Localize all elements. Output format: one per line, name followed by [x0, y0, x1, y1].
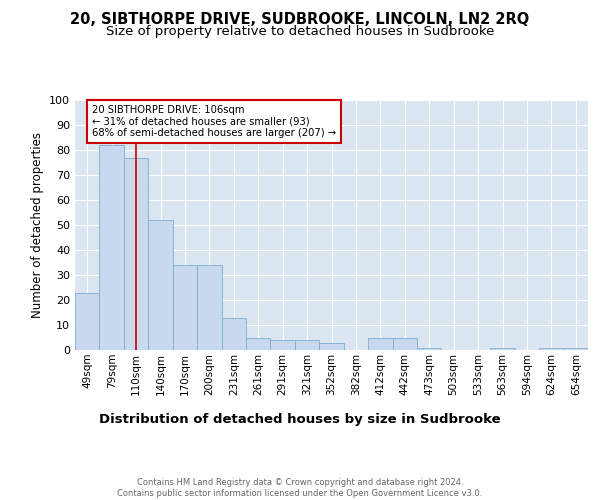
Bar	[124, 158, 148, 350]
Text: Contains HM Land Registry data © Crown copyright and database right 2024.
Contai: Contains HM Land Registry data © Crown c…	[118, 478, 482, 498]
Bar	[197, 265, 221, 350]
Bar	[563, 348, 588, 350]
Bar	[295, 340, 319, 350]
Bar	[417, 348, 442, 350]
Bar	[100, 145, 124, 350]
Bar	[75, 292, 100, 350]
Bar	[319, 342, 344, 350]
Bar	[173, 265, 197, 350]
Bar	[490, 348, 515, 350]
Bar	[246, 338, 271, 350]
Bar	[368, 338, 392, 350]
Text: 20 SIBTHORPE DRIVE: 106sqm
← 31% of detached houses are smaller (93)
68% of semi: 20 SIBTHORPE DRIVE: 106sqm ← 31% of deta…	[92, 105, 336, 138]
Bar	[539, 348, 563, 350]
Text: Distribution of detached houses by size in Sudbrooke: Distribution of detached houses by size …	[99, 412, 501, 426]
Text: 20, SIBTHORPE DRIVE, SUDBROOKE, LINCOLN, LN2 2RQ: 20, SIBTHORPE DRIVE, SUDBROOKE, LINCOLN,…	[70, 12, 530, 28]
Bar	[392, 338, 417, 350]
Text: Size of property relative to detached houses in Sudbrooke: Size of property relative to detached ho…	[106, 25, 494, 38]
Bar	[271, 340, 295, 350]
Bar	[148, 220, 173, 350]
Y-axis label: Number of detached properties: Number of detached properties	[31, 132, 44, 318]
Bar	[221, 318, 246, 350]
